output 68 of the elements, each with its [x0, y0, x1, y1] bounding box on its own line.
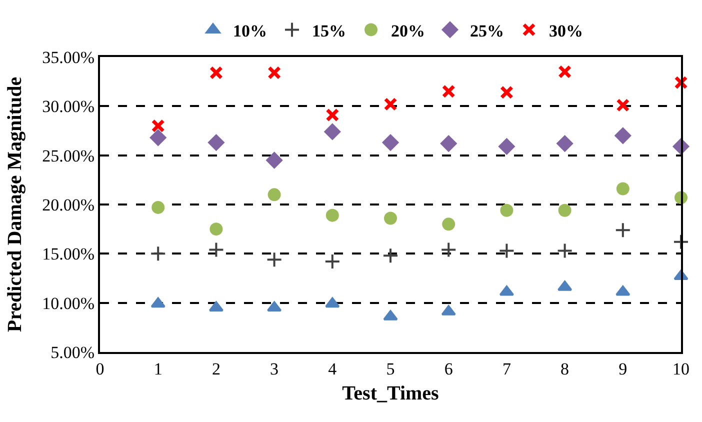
point	[384, 212, 397, 225]
point	[673, 234, 689, 250]
point	[616, 182, 630, 196]
point	[150, 246, 166, 262]
point	[208, 242, 224, 258]
y-tick-label: 5.00%	[50, 342, 95, 362]
x-tick-label: 0	[96, 359, 104, 378]
point	[208, 134, 224, 151]
x-tick-label: 10	[672, 359, 690, 378]
point	[558, 204, 572, 217]
point	[151, 119, 165, 133]
x-tick-label: 1	[154, 359, 162, 378]
point	[325, 297, 340, 308]
point	[209, 66, 223, 80]
point	[383, 310, 398, 320]
point	[558, 65, 572, 78]
y-tick-label: 30.00%	[42, 97, 95, 116]
x-tick-label: 7	[502, 359, 512, 378]
point	[556, 242, 573, 259]
point	[268, 188, 281, 202]
point	[384, 97, 398, 111]
x-tick-label: 8	[560, 359, 570, 378]
point	[150, 129, 166, 146]
point	[324, 254, 340, 270]
point	[500, 204, 514, 217]
x-tick-label: 9	[618, 359, 628, 378]
y-tick-label: 20.00%	[42, 195, 95, 214]
point	[498, 242, 515, 259]
point	[556, 135, 573, 152]
x-tick-label: 4	[328, 359, 338, 378]
y-axis-title: Predicted Damage Magnitude	[4, 76, 26, 332]
x-tick-label: 3	[270, 359, 279, 378]
point	[616, 98, 630, 112]
point	[150, 297, 166, 308]
point	[440, 135, 457, 152]
point	[616, 286, 630, 296]
x-tick-label: 2	[212, 359, 220, 378]
point	[324, 124, 341, 140]
legend-label: 10%	[233, 21, 267, 40]
legend-label: 15%	[312, 21, 346, 40]
legend-label: 25%	[470, 21, 504, 40]
point	[440, 242, 457, 258]
legend-label: 20%	[391, 21, 425, 40]
point	[382, 248, 398, 264]
point	[382, 134, 399, 151]
point	[268, 66, 282, 80]
x-axis-title: Test_Times	[342, 382, 440, 404]
point	[614, 222, 631, 238]
point	[674, 76, 688, 90]
point	[442, 218, 456, 231]
x-tick-label: 6	[444, 359, 453, 378]
y-tick-label: 15.00%	[42, 244, 95, 264]
y-tick-label: 10.00%	[42, 294, 95, 313]
point	[326, 208, 339, 222]
point	[266, 252, 282, 268]
legend-label: 30%	[549, 21, 583, 40]
point	[498, 138, 515, 155]
point	[614, 128, 632, 144]
y-tick-label: 25.00%	[42, 146, 95, 166]
point	[442, 84, 456, 98]
point	[500, 86, 514, 100]
point	[326, 108, 340, 122]
y-tick-label: 35.00%	[42, 48, 95, 67]
point	[441, 305, 456, 316]
point	[152, 200, 165, 214]
point	[210, 222, 223, 236]
x-tick-label: 5	[386, 359, 395, 378]
point	[266, 152, 282, 168]
